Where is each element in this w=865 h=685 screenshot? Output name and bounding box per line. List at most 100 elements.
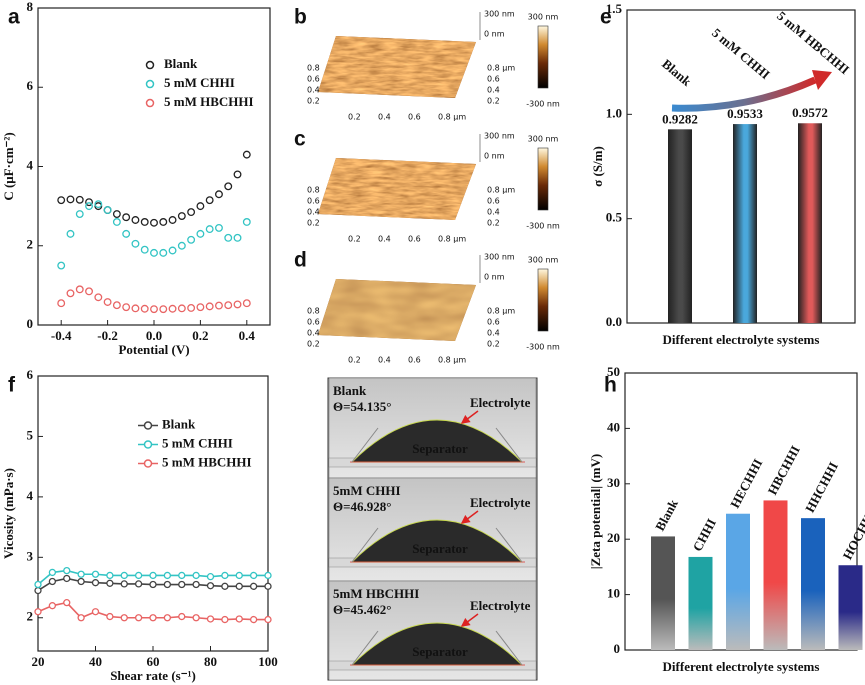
data-point xyxy=(85,202,93,211)
electrolyte-arrow xyxy=(460,613,479,627)
data-point xyxy=(140,245,149,254)
panel-label: e xyxy=(600,6,612,29)
data-point xyxy=(159,248,168,257)
category-label: HECHHI xyxy=(727,456,765,510)
colorbar-label: -300 nm xyxy=(526,222,560,231)
afm-x-tick: 0.6 xyxy=(408,356,421,365)
data-point xyxy=(187,235,196,244)
afm-x-tick: 0.8 μm xyxy=(438,235,466,244)
separator-label: Separator xyxy=(412,441,468,456)
colorbar xyxy=(537,268,549,332)
tangent xyxy=(495,427,523,463)
data-point xyxy=(75,195,84,204)
data-point xyxy=(159,305,168,314)
data-point xyxy=(122,229,131,238)
data-point xyxy=(206,615,215,623)
panel-label: a xyxy=(8,6,20,29)
data-point xyxy=(140,304,149,313)
droplet xyxy=(350,519,524,563)
afm-y-tick: 0.8 xyxy=(307,64,320,73)
data-point xyxy=(131,304,140,313)
data-point xyxy=(103,206,112,215)
value-label: 0.9282 xyxy=(662,111,698,126)
data-point xyxy=(163,614,172,622)
droplet xyxy=(350,622,524,666)
data-point xyxy=(134,614,143,622)
legend-marker xyxy=(143,440,153,449)
data-point xyxy=(63,566,71,575)
bar xyxy=(798,123,822,323)
afm-y-tick-right: 0.6 xyxy=(487,318,500,327)
electrolyte-label: Electrolyte xyxy=(470,598,531,613)
afm-y-tick-right: 0.4 xyxy=(487,86,500,95)
afm-z-tick: 0 nm xyxy=(484,273,505,282)
afm-y-tick: 0.8 xyxy=(307,307,320,316)
data-point xyxy=(34,580,42,589)
y-tick-label: 8 xyxy=(27,0,34,14)
colorbar-label: 300 nm xyxy=(528,135,559,144)
data-point xyxy=(134,580,143,588)
afm-x-tick: 0.2 xyxy=(348,356,361,365)
y-tick-label: 6 xyxy=(27,78,34,93)
legend-marker xyxy=(145,98,155,108)
data-point xyxy=(75,210,84,218)
legend-marker xyxy=(145,60,155,70)
drop-angle: Θ=54.135° xyxy=(333,399,391,414)
data-point xyxy=(57,299,66,308)
afm-y-tick-right: 0.8 μm xyxy=(487,186,515,195)
data-point xyxy=(178,580,186,589)
panel-label: f xyxy=(8,374,16,397)
data-point xyxy=(85,287,93,296)
data-point xyxy=(48,568,57,577)
panel-label: h xyxy=(604,374,617,397)
afm-y-tick-right: 0.4 xyxy=(487,329,500,338)
afm-surface xyxy=(318,158,476,220)
y-tick-label: 1.5 xyxy=(606,1,623,16)
data-point xyxy=(264,582,272,590)
afm-y-tick: 0.6 xyxy=(307,197,320,206)
bar xyxy=(763,500,788,650)
data-point xyxy=(112,218,121,226)
data-point xyxy=(215,223,223,232)
electrolyte-arrow xyxy=(460,510,479,524)
data-point xyxy=(206,582,215,590)
data-point xyxy=(221,571,229,580)
data-point xyxy=(48,602,57,610)
x-axis-label: Different electrolyte systems xyxy=(663,332,820,347)
data-point xyxy=(187,208,196,217)
afm-x-tick: 0.2 xyxy=(348,235,361,244)
data-point xyxy=(233,300,242,309)
x-tick-label: 0.2 xyxy=(192,328,208,343)
trend-arrow xyxy=(671,76,817,112)
afm-y-tick-right: 0.6 xyxy=(487,75,500,84)
data-point xyxy=(178,612,186,621)
bar xyxy=(733,124,757,323)
afm-y-tick: 0.4 xyxy=(307,208,320,217)
data-point xyxy=(34,586,42,595)
afm-z-tick: 0 nm xyxy=(484,30,505,39)
y-tick-label: 0.5 xyxy=(606,210,623,225)
category-label: Blank xyxy=(659,56,695,89)
data-point xyxy=(77,614,85,622)
data-point xyxy=(120,580,128,588)
trend-arrow-head xyxy=(812,70,832,90)
data-point xyxy=(106,612,114,621)
afm-z-tick: 300 nm xyxy=(484,10,515,19)
data-point xyxy=(196,303,205,312)
data-point xyxy=(57,261,66,270)
afm-y-tick-right: 0.6 xyxy=(487,197,500,206)
data-point xyxy=(196,202,205,211)
data-point xyxy=(235,571,243,580)
data-point xyxy=(106,571,114,580)
value-label: 0.9572 xyxy=(792,105,828,120)
x-tick-label: -0.4 xyxy=(51,328,72,343)
separator-label: Separator xyxy=(412,541,468,556)
data-point xyxy=(150,218,158,227)
afm-z-tick: 0 nm xyxy=(484,152,505,161)
data-point xyxy=(103,298,112,306)
y-tick-label: 2 xyxy=(27,609,34,624)
afm-y-tick-right: 0.8 μm xyxy=(487,307,515,316)
data-point xyxy=(91,570,100,578)
tangent xyxy=(351,427,379,463)
data-point xyxy=(66,289,75,298)
